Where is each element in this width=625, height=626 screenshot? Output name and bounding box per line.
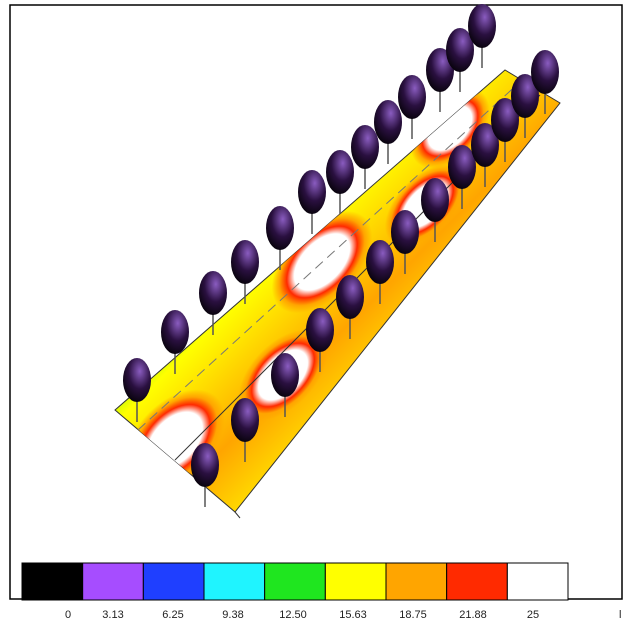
tree-crown [231,240,259,284]
tree-crown [199,271,227,315]
legend-label: 18.75 [399,609,427,621]
tree-crown [468,4,496,48]
legend-swatch [264,562,326,601]
legend-swatch [506,562,569,601]
legend-swatch [385,562,448,601]
legend-label: 9.38 [222,609,243,621]
tree-crown [446,28,474,72]
tree-crown [231,398,259,442]
tree-crown [191,443,219,487]
legend-label: 21.88 [459,609,487,621]
tree-crown [326,150,354,194]
tree-crown [351,125,379,169]
legend-swatch [142,562,205,601]
legend-swatch [203,562,266,601]
tree-crown [471,123,499,167]
tree-crown [398,75,426,119]
tree-crown [448,145,476,189]
legend-swatch [21,562,84,601]
legend-swatch [324,562,387,601]
tree-crown [366,240,394,284]
legend-label: 12.50 [279,609,307,621]
legend-label: 0 [65,609,71,621]
tree-crown [271,353,299,397]
tree-crown [491,98,519,142]
tree-crown [266,206,294,250]
tree-crown [161,310,189,354]
legend-swatch [82,562,144,601]
tree-crown [421,178,449,222]
legend-label: 25 [527,609,539,621]
trees [123,4,559,507]
legend: 0 3.13 6.25 9.38 12.50 15.63 18.75 21.88 25 l [21,562,621,621]
tree-crown [336,275,364,319]
tree-crown [391,210,419,254]
legend-label: 15.63 [339,609,367,621]
tree-crown [531,50,559,94]
legend-swatch [446,562,508,601]
legend-unit: l [619,609,621,621]
tree-crown [374,100,402,144]
tree-crown [511,74,539,118]
tree-crown [123,358,151,402]
tree-crown [426,48,454,92]
legend-label: 6.25 [162,609,183,621]
tree-crown [298,170,326,214]
legend-label: 3.13 [102,609,123,621]
tree-crown [306,308,334,352]
